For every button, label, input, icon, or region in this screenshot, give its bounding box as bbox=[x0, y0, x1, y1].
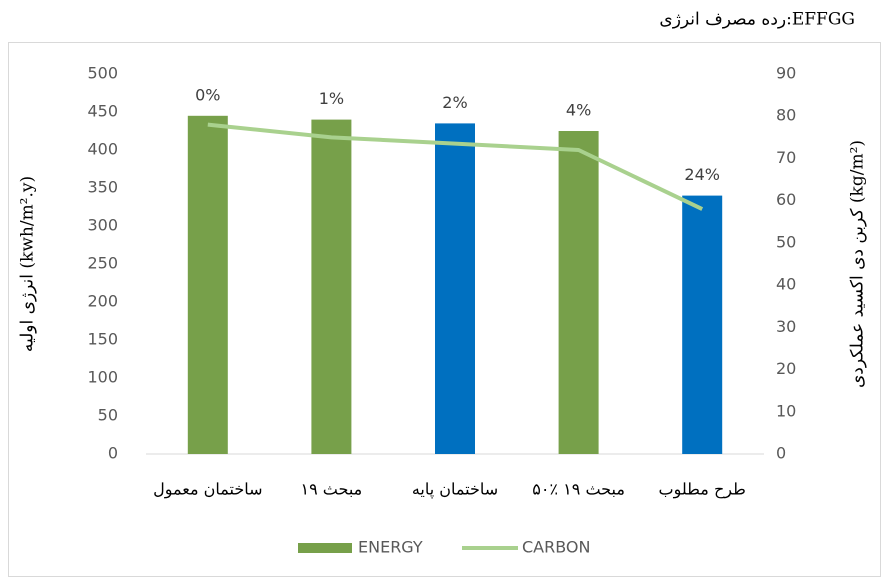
y-tick-label: 50 bbox=[98, 406, 118, 425]
bar bbox=[558, 131, 599, 454]
legend-swatch bbox=[298, 543, 352, 553]
data-label: 24% bbox=[684, 165, 720, 184]
legend-label: CARBON bbox=[522, 538, 591, 557]
x-tick-label: ساختمان پایه bbox=[412, 480, 498, 499]
y-tick-label: 350 bbox=[87, 178, 118, 197]
y2-tick-label: 40 bbox=[776, 275, 796, 294]
line bbox=[207, 122, 704, 211]
x-tick-label: ۵۰٪ مبحث ۱۹ bbox=[532, 480, 625, 499]
y-tick-label: 0 bbox=[108, 444, 118, 463]
data-label: 1% bbox=[319, 89, 344, 108]
x-tick-label: مبحث ۱۹ bbox=[301, 480, 363, 499]
y2-tick-label: 50 bbox=[776, 232, 796, 251]
y-axis-label: انرژی اولیه (kwh/m².y) bbox=[18, 176, 38, 352]
y2-tick-label: 90 bbox=[776, 64, 796, 83]
y-tick-label: 150 bbox=[87, 330, 118, 349]
data-label: 2% bbox=[442, 93, 467, 112]
y2-tick-label: 30 bbox=[776, 317, 796, 336]
y2-tick-label: 20 bbox=[776, 359, 796, 378]
bar bbox=[311, 119, 352, 454]
y-tick-label: 500 bbox=[87, 64, 118, 83]
y2-tick-label: 60 bbox=[776, 190, 796, 209]
chart-title: رده مصرف انرژی:EFFGG bbox=[659, 10, 855, 30]
data-label: 0% bbox=[195, 85, 220, 104]
y2-tick-label: 70 bbox=[776, 148, 796, 167]
y2-tick-label: 10 bbox=[776, 401, 796, 420]
y-tick-label: 200 bbox=[87, 292, 118, 311]
y2-axis-label: کربن دی اکسید عملکردی (kg/m²) bbox=[848, 140, 868, 388]
legend-label: ENERGY bbox=[358, 538, 423, 557]
y-tick-label: 250 bbox=[87, 254, 118, 273]
data-label: 4% bbox=[566, 101, 591, 120]
y2-tick-label: 80 bbox=[776, 106, 796, 125]
bar bbox=[682, 195, 723, 454]
y-tick-label: 100 bbox=[87, 368, 118, 387]
y2-tick-label: 0 bbox=[776, 444, 786, 463]
y-tick-label: 400 bbox=[87, 140, 118, 159]
y-tick-label: 450 bbox=[87, 102, 118, 121]
x-tick-label: طرح مطلوب bbox=[659, 480, 746, 499]
bar bbox=[435, 123, 475, 455]
y-tick-label: 300 bbox=[87, 216, 118, 235]
bar bbox=[187, 115, 228, 455]
x-tick-label: ساختمان معمول bbox=[153, 480, 262, 499]
